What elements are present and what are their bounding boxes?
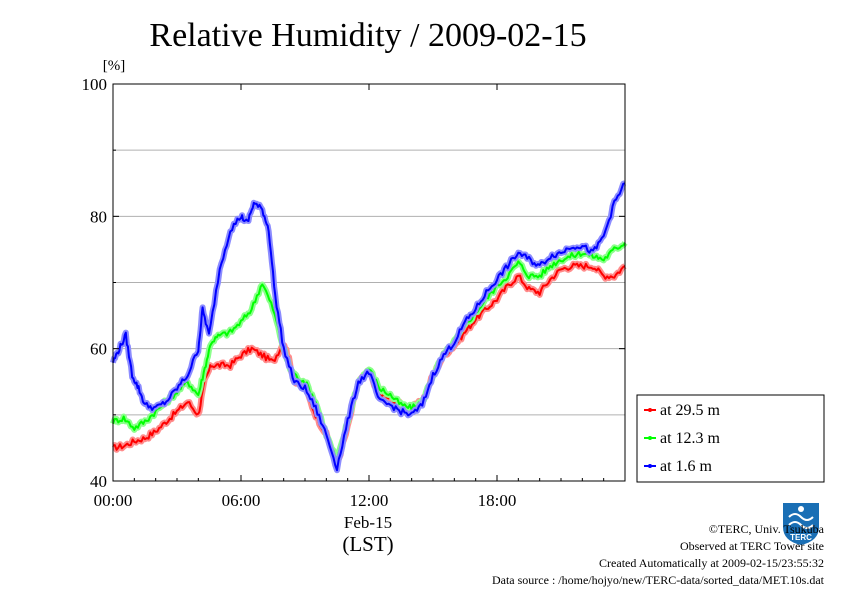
footer-created: Created Automatically at 2009-02-15/23:5… <box>599 556 824 570</box>
y-tick-label: 80 <box>90 207 107 226</box>
legend: at 29.5 m at 12.3 m at 1.6 m <box>636 394 825 483</box>
legend-marker <box>648 464 652 468</box>
legend-label: at 1.6 m <box>660 458 713 475</box>
y-tick-label: 40 <box>90 472 107 491</box>
y-tick-label: 60 <box>90 340 107 359</box>
x-date-label: Feb-15 <box>344 513 392 532</box>
footer-copyright: ©TERC, Univ. Tsukuba <box>708 522 824 536</box>
series-lines <box>110 180 628 474</box>
legend-marker <box>648 436 652 440</box>
axis-ticks: 40 60 80 100 00:00 06:00 12:00 18:00 <box>82 75 625 510</box>
chart-title: Relative Humidity / 2009-02-15 <box>149 17 586 54</box>
x-tick-label: 00:00 <box>94 491 133 510</box>
y-tick-label: 100 <box>82 75 108 94</box>
series-halo <box>110 180 627 474</box>
legend-label: at 29.5 m <box>660 402 721 419</box>
legend-label: at 12.3 m <box>660 430 721 447</box>
series-halo <box>110 241 628 463</box>
logo-text: TERC <box>790 533 812 542</box>
y-axis-label: [%] <box>103 58 126 74</box>
terc-logo: TERC <box>783 503 819 545</box>
footer-observed: Observed at TERC Tower site <box>679 539 824 553</box>
legend-marker <box>648 408 652 412</box>
series-line <box>112 182 626 472</box>
x-tick-label: 12:00 <box>350 491 389 510</box>
footer-source: Data source : /home/hojyo/new/TERC-data/… <box>491 573 824 587</box>
series-line <box>112 242 626 461</box>
x-tick-label: 06:00 <box>222 491 261 510</box>
legend-box <box>636 394 825 483</box>
x-axis-label: (LST) <box>342 532 393 556</box>
x-tick-label: 18:00 <box>478 491 517 510</box>
